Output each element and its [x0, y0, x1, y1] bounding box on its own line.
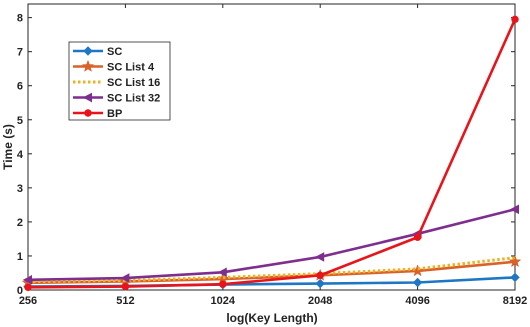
y-tick-label: 7 [17, 47, 23, 59]
legend: SC SC List 4 SC List 16 SC List 32 BP [68, 41, 171, 121]
data-point [412, 277, 423, 288]
legend-label: BP [107, 108, 122, 120]
x-tick-label: 4096 [405, 295, 429, 307]
y-axis-label: Time (s) [1, 124, 15, 170]
y-tick-label: 6 [17, 81, 23, 93]
legend-marker [84, 109, 92, 117]
y-axis-ticks: 0 1 2 3 4 5 6 7 8 [17, 13, 515, 297]
data-point [22, 274, 32, 285]
x-tick-label: 8192 [503, 295, 527, 307]
data-point [413, 233, 422, 241]
x-tick-label: 512 [116, 295, 134, 307]
legend-label: SC [107, 46, 122, 58]
data-point [508, 255, 522, 268]
data-point [509, 204, 519, 215]
legend-label: SC List 16 [107, 77, 160, 89]
y-tick-label: 0 [17, 285, 23, 297]
data-point [315, 252, 325, 262]
legend-label: SC List 4 [107, 62, 155, 74]
legend-marker [81, 59, 95, 72]
legend-marker [83, 46, 93, 56]
series-sc-list-16 [27, 256, 516, 284]
data-point [24, 283, 32, 291]
x-tick-label: 2048 [308, 295, 332, 307]
x-tick-label: 256 [19, 295, 37, 307]
legend-label: SC List 32 [107, 93, 160, 105]
data-point [511, 15, 519, 24]
data-point [219, 280, 227, 288]
series-line [27, 18, 517, 289]
data-point [217, 267, 227, 278]
series-layer [21, 15, 522, 292]
data-point [510, 272, 520, 283]
y-tick-label: 1 [17, 251, 23, 263]
x-axis-ticks: 256 512 1024 2048 4096 8192 [19, 4, 527, 307]
data-point [121, 282, 130, 291]
y-tick-label: 2 [17, 217, 23, 229]
legend-marker [82, 92, 92, 103]
series-line [27, 256, 516, 284]
x-axis-label: log(Key Length) [226, 311, 317, 325]
y-tick-label: 4 [17, 149, 24, 161]
legend-box [68, 41, 171, 121]
x-tick-label: 1024 [211, 295, 236, 307]
y-tick-label: 8 [17, 13, 23, 25]
series-bp [24, 15, 519, 291]
data-point [315, 278, 325, 289]
y-tick-label: 3 [17, 183, 23, 195]
y-tick-label: 5 [17, 115, 23, 127]
data-point [316, 271, 324, 280]
series-line [27, 208, 516, 282]
data-point [120, 273, 130, 283]
